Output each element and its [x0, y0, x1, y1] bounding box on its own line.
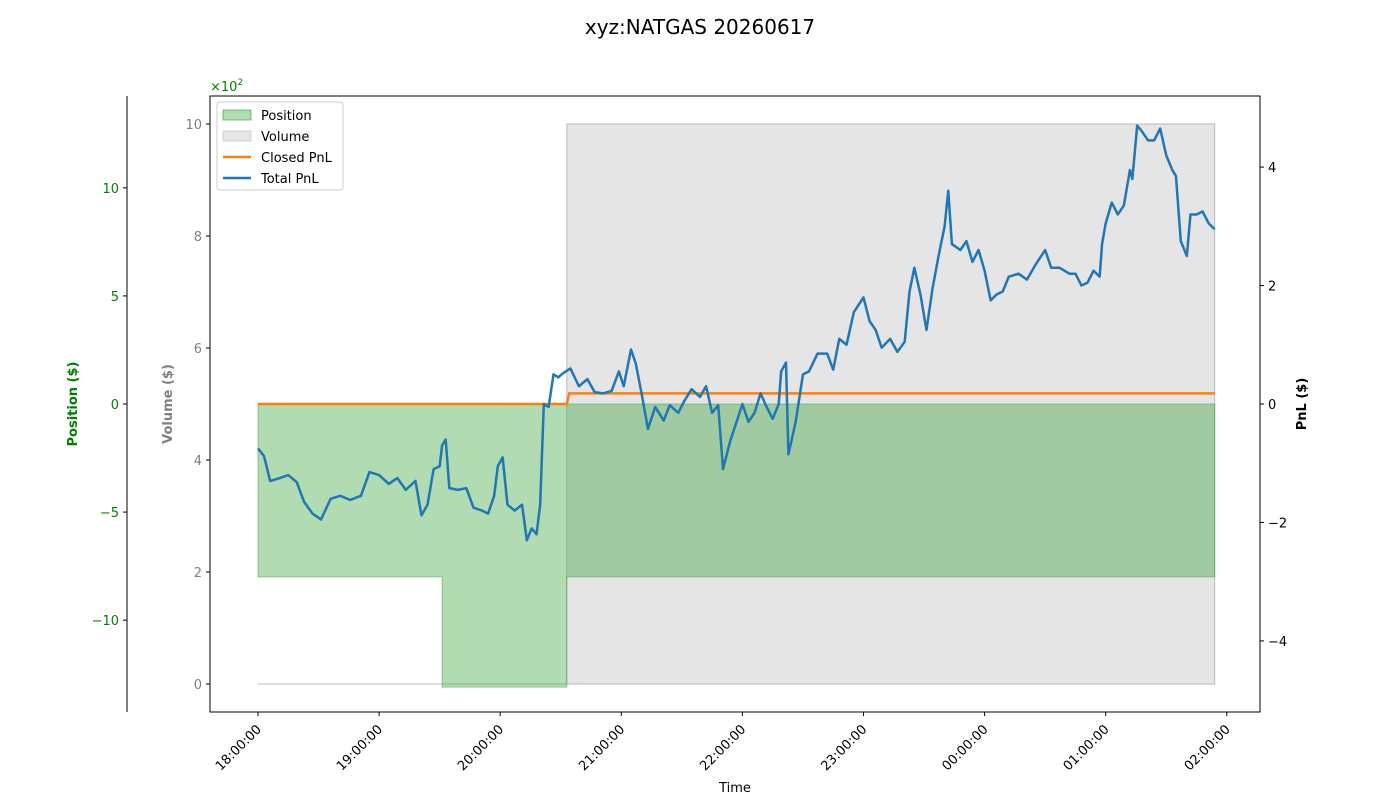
position-tick-label: 5	[111, 290, 119, 305]
chart-title: xyz:NATGAS 20260617	[585, 15, 815, 39]
closed-pnl-line	[258, 392, 1215, 406]
x-tick-label: 21:00:00	[576, 722, 628, 774]
position-scale-note: ×102	[210, 78, 243, 95]
pnl-tick-label: 2	[1268, 280, 1276, 295]
volume-tick-label: 2	[194, 566, 202, 581]
legend-label: Closed PnL	[261, 151, 333, 166]
x-axis-label: Time	[718, 781, 751, 796]
legend: Position Volume Closed PnL Total PnL	[216, 101, 344, 191]
total-pnl-line	[257, 124, 1216, 542]
position-axis-label: Position ($)	[66, 362, 81, 447]
position-tick-label: −5	[100, 506, 119, 521]
volume-tick-label: 4	[194, 454, 202, 469]
pnl-axis-label: PnL ($)	[1295, 378, 1310, 431]
x-tick-label: 22:00:00	[697, 722, 749, 774]
legend-label: Position	[261, 109, 312, 124]
legend-box	[216, 101, 344, 191]
x-tick-label: 19:00:00	[334, 722, 386, 774]
x-tick-label: 18:00:00	[213, 722, 265, 774]
x-tick-label: 01:00:00	[1061, 722, 1113, 774]
position-tick-label: 0	[111, 398, 119, 413]
pnl-tick-label: −4	[1268, 635, 1287, 650]
legend-label: Total PnL	[260, 172, 319, 187]
legend-swatch-position	[222, 109, 252, 121]
pnl-tick-label: 4	[1268, 161, 1276, 176]
x-tick-label: 23:00:00	[818, 722, 870, 774]
legend-label: Volume	[261, 130, 309, 145]
plot-area	[257, 123, 1216, 688]
x-tick-label: 02:00:00	[1182, 722, 1234, 774]
volume-tick-label: 6	[194, 342, 202, 357]
volume-tick-label: 8	[194, 230, 202, 245]
pnl-tick-label: −2	[1268, 516, 1287, 531]
position-tick-label: −10	[92, 614, 119, 629]
x-tick-label: 20:00:00	[455, 722, 507, 774]
volume-tick-label: 0	[194, 678, 202, 693]
volume-tick-label: 10	[185, 118, 202, 133]
position-tick-label: 10	[102, 182, 119, 197]
legend-swatch-volume	[222, 130, 252, 142]
volume-area	[258, 123, 1216, 685]
volume-axis-label: Volume ($)	[161, 364, 176, 444]
x-tick-label: 00:00:00	[940, 722, 992, 774]
pnl-tick-label: 0	[1268, 398, 1276, 413]
